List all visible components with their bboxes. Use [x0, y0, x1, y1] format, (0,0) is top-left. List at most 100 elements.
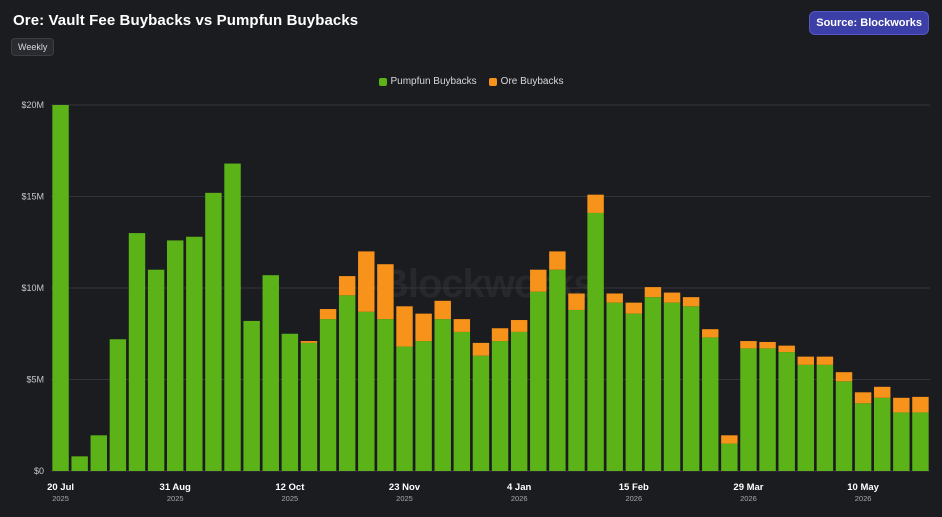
x-tick-year: 2026: [511, 494, 528, 503]
ore-bar-27: [568, 293, 585, 310]
ore-bar-24: [510, 320, 528, 332]
x-tick-label: 23 Nov: [389, 482, 421, 493]
pumpfun-bar-16: [358, 311, 375, 471]
ore-bar-13: [300, 341, 318, 343]
pumpfun-bar-44: [893, 412, 910, 471]
ore-bar-18: [396, 306, 413, 347]
x-tick-year: 2026: [740, 494, 757, 503]
x-tick-label: 4 Jan: [507, 482, 531, 493]
ore-bar-31: [644, 287, 662, 298]
ore-bar-23: [491, 328, 509, 342]
x-tick-year: 2025: [52, 494, 69, 503]
x-tick-label: 12 Oct: [275, 482, 305, 493]
legend-label-pumpfun: Pumpfun Buybacks: [390, 76, 477, 87]
x-tick-label: 20 Jul: [47, 482, 74, 493]
chart-legend: Pumpfun Buybacks Ore Buybacks: [0, 76, 942, 87]
ore-bar-34: [702, 329, 719, 338]
y-tick-label: $15M: [21, 192, 44, 202]
ore-bar-26: [549, 251, 566, 270]
pumpfun-bar-13: [300, 342, 318, 471]
pumpfun-bar-35: [721, 443, 738, 471]
x-tick-label: 10 May: [847, 482, 879, 493]
pumpfun-bar-14: [319, 319, 337, 471]
ore-bar-14: [319, 309, 337, 320]
pumpfun-bar-38: [778, 352, 795, 471]
legend-label-ore: Ore Buybacks: [500, 76, 564, 87]
pumpfun-bar-45: [912, 412, 929, 471]
pumpfun-bar-43: [874, 397, 891, 471]
pumpfun-bar-22: [472, 355, 490, 471]
pumpfun-bar-0: [52, 105, 69, 471]
ore-bar-36: [740, 341, 757, 349]
legend-swatch-ore: [488, 77, 497, 86]
pumpfun-bar-10: [243, 320, 260, 471]
ore-bar-22: [472, 342, 490, 356]
pumpfun-bar-8: [205, 192, 222, 471]
pumpfun-bar-24: [510, 331, 528, 471]
pumpfun-bar-15: [338, 295, 356, 471]
pumpfun-bar-42: [854, 403, 872, 471]
x-tick-label: 15 Feb: [619, 482, 649, 493]
x-tick-year: 2025: [282, 494, 299, 503]
pumpfun-bar-2: [90, 435, 107, 471]
ore-bar-29: [606, 293, 623, 303]
pumpfun-bar-21: [453, 331, 471, 471]
x-tick-year: 2025: [167, 494, 184, 503]
ore-bar-37: [759, 341, 776, 349]
legend-item-pumpfun[interactable]: Pumpfun Buybacks: [378, 76, 477, 87]
pumpfun-bar-6: [166, 240, 184, 471]
pumpfun-bar-36: [740, 348, 757, 471]
pumpfun-bar-25: [530, 291, 547, 471]
pumpfun-bar-4: [128, 233, 146, 471]
y-tick-label: $10M: [21, 283, 44, 293]
chart-title: Ore: Vault Fee Buybacks vs Pumpfun Buyba…: [13, 12, 359, 29]
source-button[interactable]: Source: Blockworks: [809, 11, 929, 35]
ore-bar-38: [778, 345, 795, 353]
pumpfun-bar-9: [224, 163, 241, 471]
period-toggle-button[interactable]: Weekly: [11, 38, 55, 56]
pumpfun-bar-32: [663, 302, 681, 471]
pumpfun-bar-27: [568, 309, 585, 471]
legend-item-ore[interactable]: Ore Buybacks: [488, 76, 564, 87]
ore-bar-20: [434, 300, 451, 320]
pumpfun-bar-33: [682, 306, 700, 471]
ore-bar-17: [377, 264, 394, 320]
y-tick-label: $20M: [21, 100, 44, 110]
x-tick-year: 2025: [396, 494, 413, 503]
pumpfun-bar-1: [71, 456, 88, 471]
pumpfun-bar-18: [396, 346, 413, 471]
ore-bar-16: [358, 251, 375, 312]
ore-bar-40: [816, 356, 834, 365]
ore-bar-44: [893, 397, 910, 413]
ore-bar-35: [721, 435, 738, 444]
pumpfun-bar-5: [147, 269, 165, 471]
pumpfun-bar-23: [491, 341, 509, 471]
ore-bar-43: [874, 386, 891, 398]
x-tick-year: 2026: [855, 494, 872, 503]
pumpfun-bar-39: [797, 364, 815, 471]
ore-bar-30: [625, 302, 643, 314]
pumpfun-bar-34: [702, 337, 719, 471]
pumpfun-bar-41: [835, 381, 853, 471]
ore-bar-28: [587, 194, 604, 213]
legend-swatch-pumpfun: [378, 77, 387, 86]
ore-bar-21: [453, 319, 471, 332]
pumpfun-bar-37: [759, 348, 776, 471]
pumpfun-bar-7: [186, 236, 203, 471]
pumpfun-bar-28: [587, 212, 604, 471]
y-tick-label: $0: [34, 466, 44, 476]
x-tick-label: 29 Mar: [733, 482, 763, 493]
ore-bar-39: [797, 356, 815, 365]
y-tick-label: $5M: [26, 375, 44, 385]
ore-bar-15: [338, 276, 356, 296]
pumpfun-bar-40: [816, 364, 834, 471]
ore-bar-32: [663, 292, 681, 303]
ore-bar-25: [530, 269, 547, 292]
pumpfun-bar-17: [377, 319, 394, 471]
ore-bar-41: [835, 372, 853, 382]
pumpfun-bar-26: [549, 269, 566, 471]
ore-bar-19: [415, 313, 432, 342]
pumpfun-bar-19: [415, 341, 432, 471]
ore-bar-42: [854, 392, 872, 404]
pumpfun-bar-31: [644, 297, 662, 471]
